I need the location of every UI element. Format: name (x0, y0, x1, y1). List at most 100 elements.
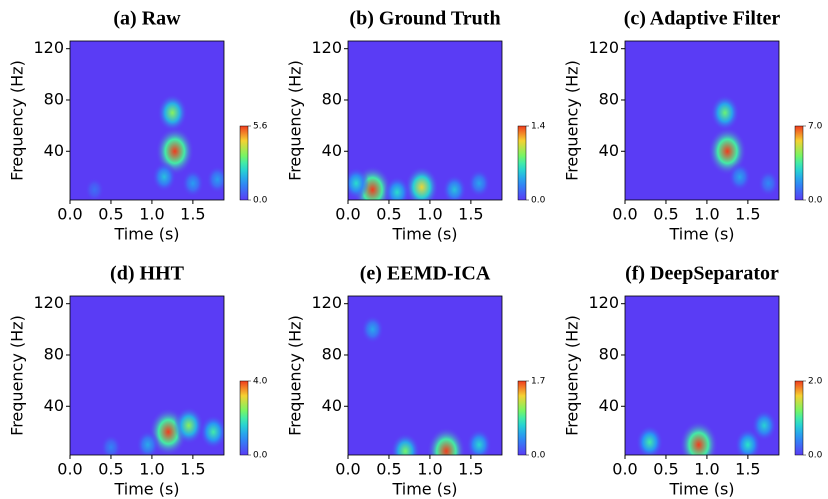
y-tick-label: 120 (588, 38, 619, 57)
intensity-peak (734, 428, 761, 455)
intensity-peak (181, 169, 204, 198)
panel-title: (b) Ground Truth (349, 8, 500, 30)
y-tick-label: 40 (599, 396, 619, 415)
x-tick-label: 0.0 (57, 205, 82, 224)
intensity-peak (157, 94, 188, 132)
colorbar (517, 380, 527, 456)
x-tick-label: 1.0 (694, 460, 719, 479)
y-tick-label: 120 (33, 38, 64, 57)
x-tick-label: 0.5 (98, 205, 123, 224)
colorbar (239, 125, 249, 201)
intensity-peak (136, 430, 160, 455)
x-tick-label: 1.0 (139, 460, 164, 479)
y-tick-label: 120 (311, 293, 342, 312)
x-tick-label: 0.0 (612, 460, 637, 479)
x-tick-label: 0.5 (98, 460, 123, 479)
x-tick-label: 0.5 (376, 205, 401, 224)
y-tick-label: 120 (588, 293, 619, 312)
plot-frame (347, 295, 503, 456)
y-tick-label: 40 (322, 396, 342, 415)
y-axis-label: Frequency (Hz) (286, 315, 305, 436)
x-tick-label: 1.5 (180, 460, 205, 479)
colorbar-tick-label: 2.0 (808, 377, 823, 387)
heatmap-area (635, 409, 777, 455)
y-tick-label: 80 (322, 344, 342, 363)
heatmap-area (100, 406, 224, 455)
intensity-peak (466, 428, 492, 455)
colorbar-tick-label: 0.0 (531, 196, 546, 206)
panel-title: (a) Raw (113, 8, 181, 30)
colorbar-tick-label: 1.4 (531, 122, 546, 132)
x-tick-label: 0.5 (376, 460, 401, 479)
plot-frame (69, 40, 225, 201)
x-tick-label: 0.5 (653, 205, 678, 224)
colorbar-tick-label: 0.0 (253, 196, 268, 206)
intensity-peak (427, 427, 466, 455)
y-axis-label: Frequency (Hz) (8, 315, 27, 436)
plot-frame (624, 295, 780, 456)
intensity-peak (757, 170, 779, 197)
x-axis-label: Time (s) (391, 480, 457, 499)
colorbar-tick-label: 0.0 (808, 196, 823, 206)
x-axis-label: Time (s) (668, 480, 734, 499)
plot-frame (347, 40, 503, 201)
heatmap-area (708, 94, 779, 197)
heatmap-area (84, 94, 224, 200)
x-axis-label: Time (s) (113, 480, 179, 499)
x-tick-label: 1.5 (458, 460, 483, 479)
intensity-peak (390, 432, 420, 455)
x-tick-label: 1.0 (694, 205, 719, 224)
colorbar-tick-label: 1.7 (531, 377, 545, 387)
intensity-peak (679, 420, 718, 455)
plot-frame (624, 40, 780, 201)
intensity-peak (152, 161, 177, 192)
intensity-peak (710, 94, 740, 131)
y-axis-label: Frequency (Hz) (563, 315, 582, 436)
x-axis-label: Time (s) (391, 225, 457, 244)
intensity-peak (361, 315, 384, 344)
intensity-peak (751, 409, 777, 442)
panel-title: (e) EEMD-ICA (360, 263, 491, 285)
intensity-peak (100, 434, 122, 455)
x-tick-label: 1.0 (417, 460, 442, 479)
colorbar-tick-label: 0.0 (808, 451, 823, 461)
panel-title: (d) HHT (110, 263, 185, 285)
x-tick-label: 1.5 (180, 205, 205, 224)
plot-frame (69, 295, 225, 456)
intensity-peak (635, 425, 664, 455)
plot-background (625, 41, 779, 200)
colorbar (794, 380, 804, 456)
intensity-peak (199, 414, 224, 449)
colorbar-tick-label: 0.0 (531, 451, 546, 461)
intensity-peak (384, 176, 410, 200)
colorbar (517, 125, 527, 201)
x-tick-label: 1.0 (417, 205, 442, 224)
panel-title: (f) DeepSeparator (625, 263, 779, 285)
intensity-peak (173, 406, 204, 445)
y-tick-label: 40 (44, 396, 64, 415)
intensity-peak (206, 165, 224, 194)
x-tick-label: 0.0 (612, 205, 637, 224)
x-axis-label: Time (s) (113, 225, 179, 244)
heatmap-area (361, 315, 492, 455)
x-tick-label: 0.0 (57, 460, 82, 479)
y-tick-label: 120 (33, 293, 64, 312)
y-tick-label: 80 (44, 89, 64, 108)
x-tick-label: 1.5 (458, 205, 483, 224)
x-tick-label: 1.5 (735, 460, 760, 479)
x-tick-label: 1.5 (735, 205, 760, 224)
colorbar (239, 380, 249, 456)
y-tick-label: 80 (599, 344, 619, 363)
intensity-peak (728, 162, 751, 191)
x-tick-label: 1.0 (139, 205, 164, 224)
y-tick-label: 80 (44, 344, 64, 363)
colorbar-tick-label: 7.0 (808, 122, 823, 132)
y-tick-label: 40 (322, 141, 342, 160)
heatmap-area (348, 165, 491, 200)
intensity-peak (348, 167, 369, 200)
colorbar-tick-label: 4.0 (253, 377, 268, 387)
y-axis-label: Frequency (Hz) (563, 60, 582, 181)
colorbar-tick-label: 5.6 (253, 122, 268, 132)
y-tick-label: 40 (599, 141, 619, 160)
